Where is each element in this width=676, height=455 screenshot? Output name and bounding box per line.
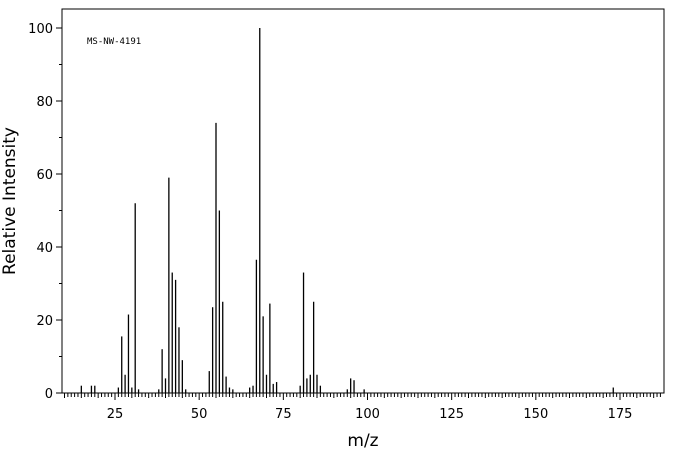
x-tick-label: 175 — [608, 407, 633, 422]
x-tick-label: 100 — [355, 407, 380, 422]
peak-bars — [80, 28, 614, 393]
y-tick-label: 100 — [28, 22, 53, 37]
x-tick-label: 25 — [107, 407, 124, 422]
spectrum-id-label: MS-NW-4191 — [87, 37, 141, 47]
y-axis-label: Relative Intensity — [0, 127, 20, 275]
y-axis-ticks: 0 20 40 60 80 100 — [28, 22, 62, 402]
plot-frame — [61, 8, 665, 394]
x-tick-label: 125 — [439, 407, 464, 422]
x-tick-label: 150 — [523, 407, 548, 422]
y-tick-label: 0 — [45, 387, 53, 402]
x-tick-label: 50 — [191, 407, 208, 422]
x-axis-ticks: 25 50 75 100 125 150 175 — [64, 393, 661, 422]
y-tick-label: 60 — [36, 168, 53, 183]
y-tick-label: 40 — [36, 241, 53, 256]
x-tick-label: 75 — [275, 407, 292, 422]
y-tick-label: 20 — [36, 314, 53, 329]
x-axis-label: m/z — [347, 431, 378, 451]
y-tick-label: 80 — [36, 95, 53, 110]
